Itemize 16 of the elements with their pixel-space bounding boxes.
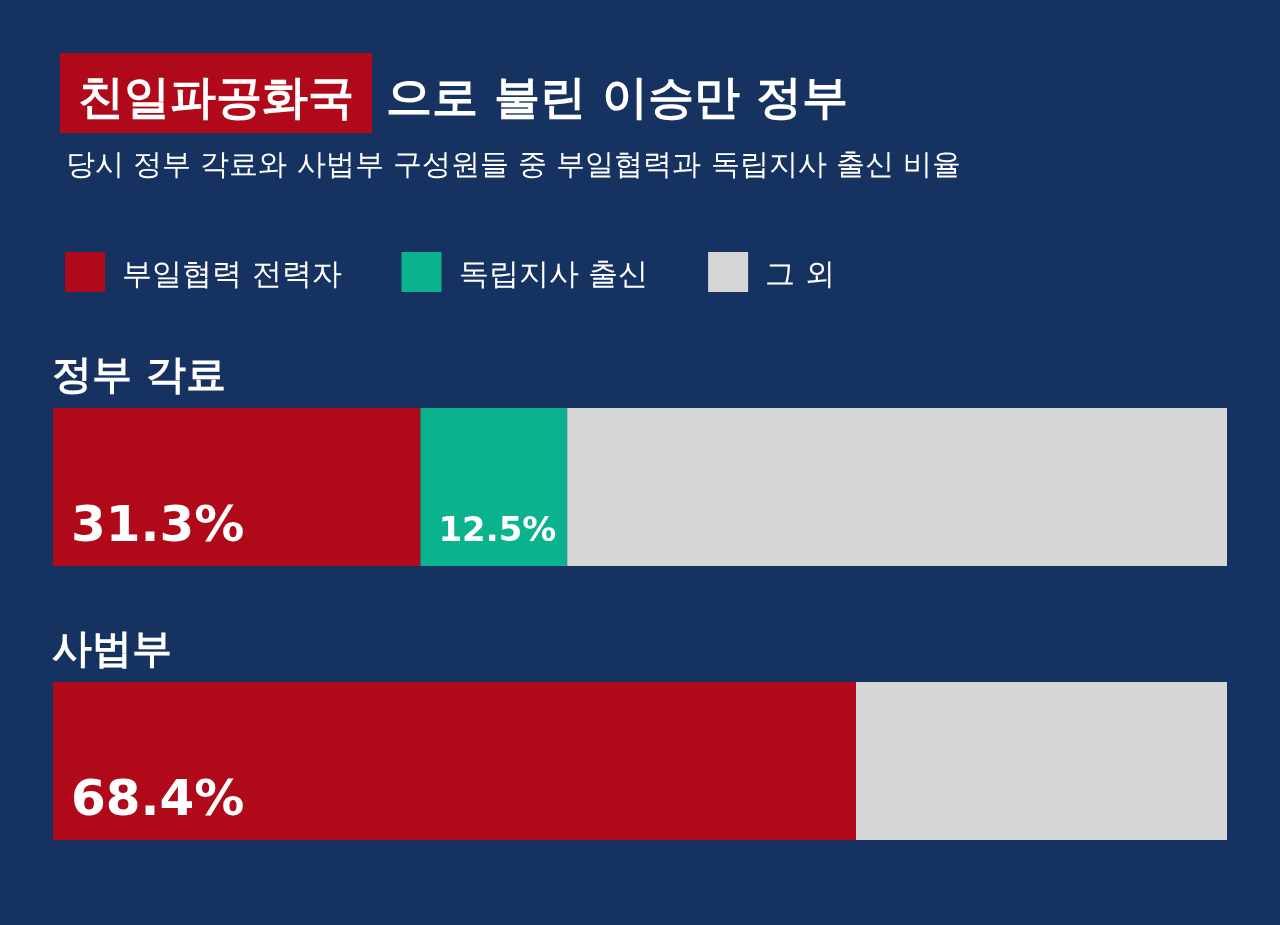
chart-title: 친일파공화국 으로 불린 이승만 정부 <box>78 70 849 124</box>
bar <box>420 408 568 566</box>
legend-label: 독립지사 출신 <box>458 256 649 291</box>
bar <box>567 408 1227 566</box>
legend-label: 부일협력 전력자 <box>122 256 342 291</box>
data-label: 31.3% <box>71 495 245 553</box>
legend-label: 그 외 <box>765 256 835 291</box>
bar <box>856 682 1227 840</box>
chart-subtitle: 당시 정부 각료와 사법부 구성원들 중 부일협력과 독립지사 출신 비율 <box>66 147 961 181</box>
data-label: 12.5% <box>438 509 557 549</box>
bar <box>53 408 421 566</box>
data-label: 68.4% <box>71 769 245 827</box>
y-tick-label: 정부 각료 <box>52 351 226 397</box>
y-tick-label: 사법부 <box>52 625 172 671</box>
bar <box>53 682 857 840</box>
title: 친일파공화국 으로 불린 이승만 정부 <box>60 53 849 133</box>
